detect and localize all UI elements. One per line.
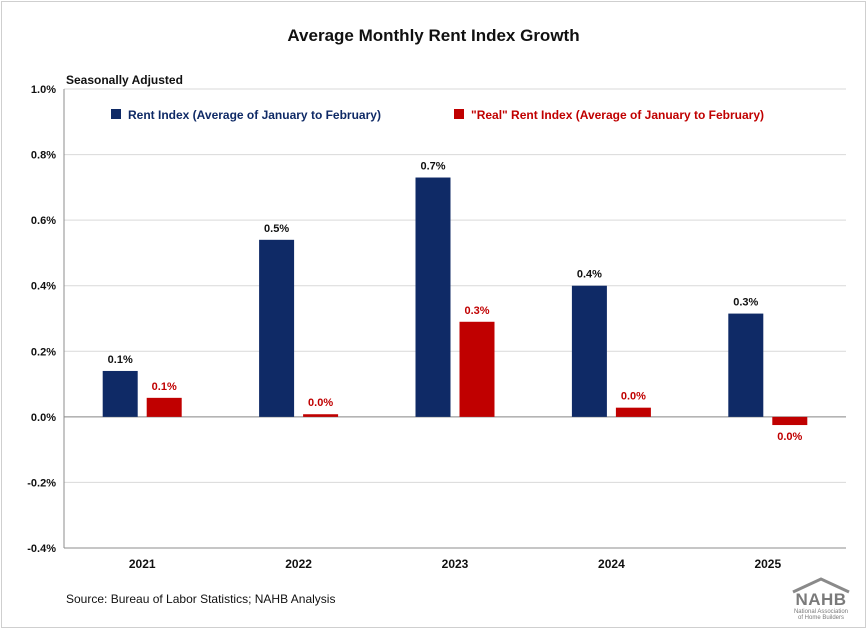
bar-0f2a66-2025	[728, 313, 764, 417]
data-label: 0.0%	[621, 391, 646, 403]
data-label: 0.0%	[308, 397, 333, 409]
bar-0f2a66-2023	[415, 177, 451, 417]
data-label: 0.7%	[420, 161, 445, 173]
y-tick-label: 0.8%	[31, 150, 56, 162]
house-roof-icon	[792, 577, 850, 594]
bar-0f2a66-2022	[259, 239, 295, 417]
data-label: 0.4%	[577, 269, 602, 281]
bar-c00000-2022	[303, 414, 339, 417]
y-tick-label: 0.6%	[31, 215, 56, 227]
logo-subtext-2: of Home Builders	[797, 615, 845, 621]
y-tick-label: -0.2%	[27, 477, 56, 489]
data-label: 0.5%	[264, 223, 289, 235]
y-tick-label: 0.0%	[31, 412, 56, 424]
y-tick-label: -0.4%	[27, 543, 56, 555]
y-tick-label: 1.0%	[31, 84, 56, 96]
chart-subtitle: Seasonally Adjusted	[66, 73, 183, 87]
data-label: 0.1%	[108, 354, 133, 366]
x-tick-label: 2023	[442, 557, 469, 571]
source-note: Source: Bureau of Labor Statistics; NAHB…	[66, 592, 336, 606]
logo-subtext-1: National Association	[793, 609, 849, 615]
y-tick-label: 0.4%	[31, 281, 56, 293]
x-tick-label: 2025	[754, 557, 781, 571]
nahb-logo: NAHB National Association of Home Builde…	[785, 576, 857, 622]
y-tick-label: 0.2%	[31, 346, 56, 358]
data-label: 0.0%	[777, 431, 802, 443]
legend-entry: Rent Index (Average of January to Februa…	[128, 108, 381, 122]
logo-text: NAHB	[795, 590, 847, 609]
data-label: 0.3%	[733, 297, 758, 309]
x-tick-label: 2021	[129, 557, 156, 571]
legend-swatch	[454, 109, 464, 119]
bar-c00000-2025	[772, 416, 808, 426]
bar-c00000-2021	[146, 397, 182, 417]
legend-entry: "Real" Rent Index (Average of January to…	[471, 108, 764, 122]
bar-0f2a66-2021	[102, 370, 138, 417]
chart-title: Average Monthly Rent Index Growth	[287, 26, 580, 45]
data-label: 0.3%	[464, 305, 489, 317]
x-tick-label: 2024	[598, 557, 625, 571]
bar-c00000-2023	[459, 321, 495, 417]
bar-0f2a66-2024	[571, 285, 607, 417]
bar-c00000-2024	[615, 407, 651, 417]
x-tick-label: 2022	[285, 557, 312, 571]
legend-swatch	[111, 109, 121, 119]
data-label: 0.1%	[152, 381, 177, 393]
